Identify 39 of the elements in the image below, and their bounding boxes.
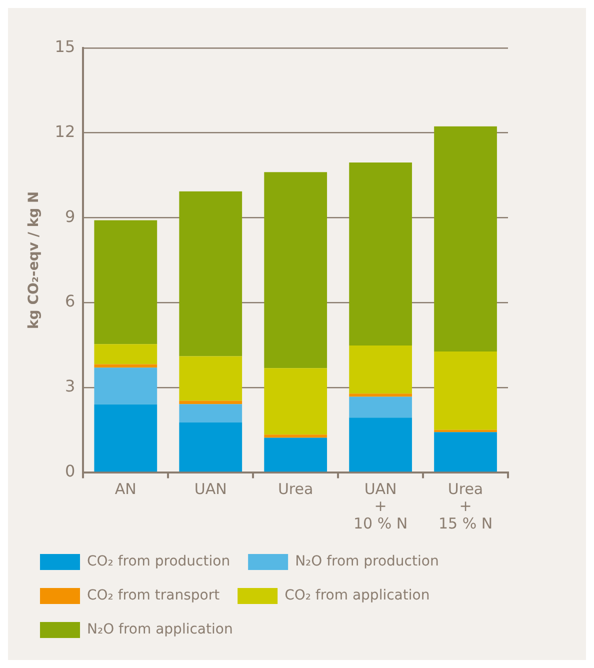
y-tick-label: 6	[64, 292, 76, 311]
bar	[179, 191, 242, 356]
bar	[94, 404, 158, 472]
bar	[434, 351, 497, 430]
legend-label: N₂O from production	[295, 554, 439, 570]
bar	[179, 404, 242, 422]
x-tick-label: Urea	[278, 480, 314, 498]
bar	[94, 220, 158, 344]
bar	[179, 400, 242, 404]
bar	[349, 162, 412, 346]
x-tick-label: Urea + 15 % N	[438, 480, 493, 532]
bar	[94, 344, 158, 364]
legend-label: CO₂ from production	[87, 554, 230, 570]
bar	[94, 368, 158, 404]
bar	[349, 418, 412, 472]
y-tick-label: 3	[64, 376, 76, 396]
bar	[264, 172, 328, 368]
x-tick-label: UAN	[194, 480, 227, 498]
bar	[179, 356, 242, 401]
legend-label: CO₂ from application	[284, 588, 430, 604]
bar	[349, 394, 412, 397]
bar	[179, 422, 242, 472]
bar	[264, 434, 328, 438]
legend-label: CO₂ from transport	[87, 588, 220, 604]
bar	[264, 438, 328, 472]
bar	[349, 396, 412, 418]
y-tick-label: 0	[64, 461, 76, 480]
y-tick-label: 9	[64, 206, 76, 226]
bar	[94, 364, 158, 368]
bar	[434, 432, 497, 472]
legend-label: N₂O from application	[87, 622, 233, 638]
y-tick-label: 15	[54, 37, 76, 56]
bar	[434, 126, 497, 352]
y-axis-title: kg CO₂-eqv / kg N	[26, 191, 42, 330]
x-tick-label: AN	[114, 480, 136, 498]
bar	[264, 368, 328, 435]
bar	[349, 346, 412, 394]
y-tick-label: 12	[54, 122, 76, 142]
x-tick-label: UAN + 10 % N	[353, 480, 408, 532]
